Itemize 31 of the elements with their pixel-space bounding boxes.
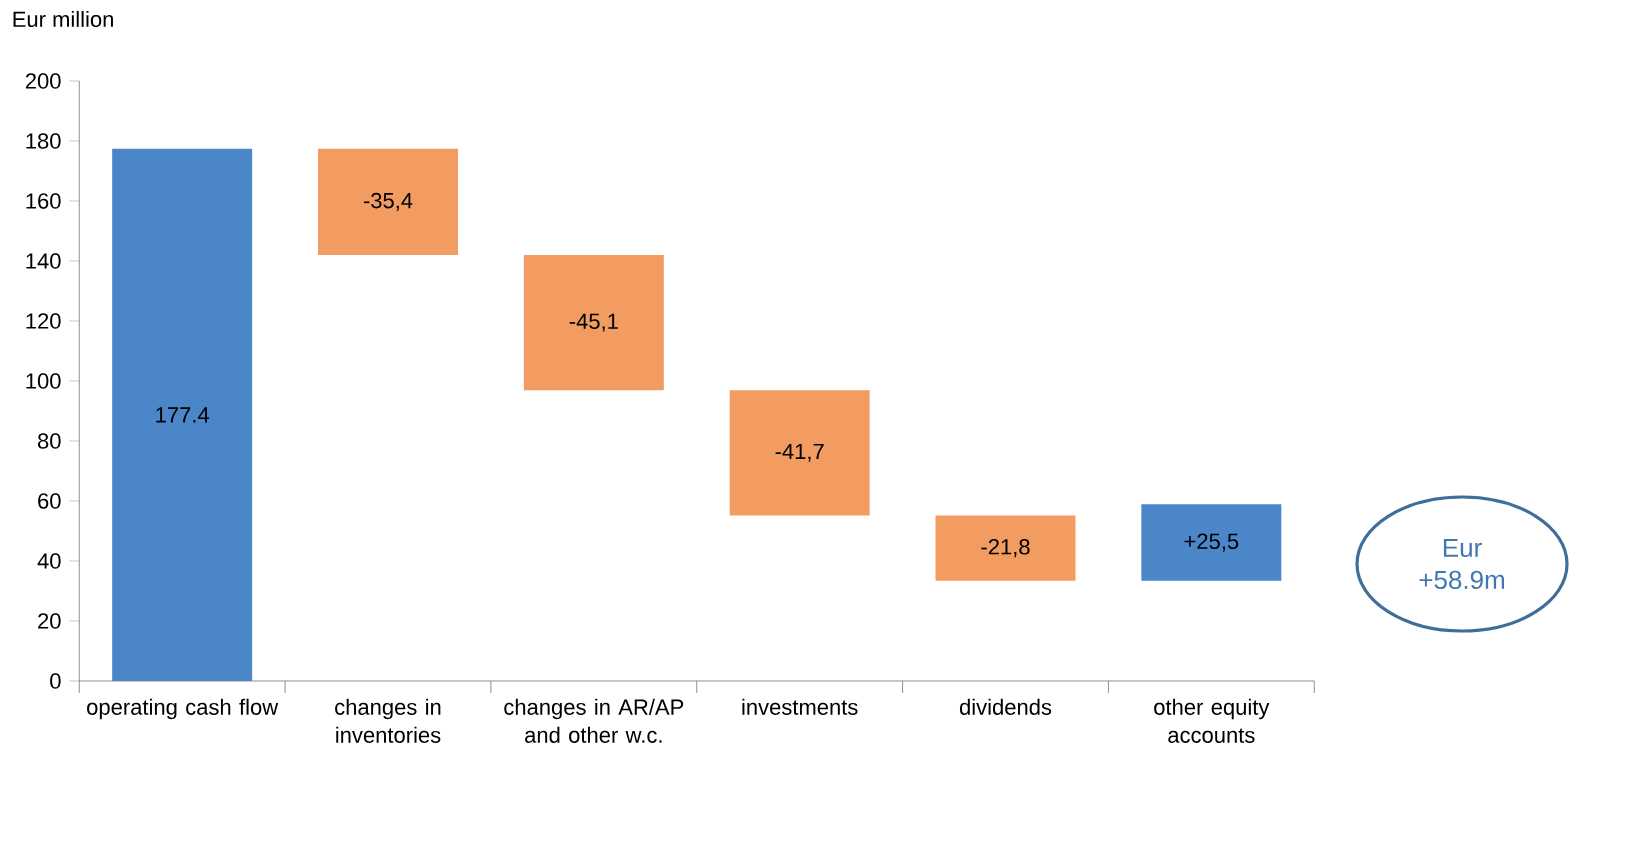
bar	[729, 390, 870, 516]
y-tick-label: 20	[38, 613, 61, 629]
x-tick-label: changes in inventories	[335, 698, 441, 743]
y-tick-label: 60	[38, 493, 61, 509]
data-label: -21,8	[981, 539, 1030, 558]
y-tick-label: 120	[26, 313, 61, 329]
data-label: -45,1	[569, 313, 618, 332]
bar	[523, 254, 664, 391]
data-label: -35,4	[363, 192, 413, 211]
y-tick-label: 80	[37, 433, 61, 449]
y-tick-label: 180	[26, 133, 61, 149]
y-axis-title: Eur million	[13, 10, 113, 28]
data-label: 177.4	[156, 407, 210, 423]
y-tick-label: 0	[50, 673, 61, 689]
bar	[318, 148, 458, 255]
x-tick-label: dividends	[959, 698, 1052, 715]
text: Eur +58.9m	[1419, 538, 1505, 590]
bar	[935, 515, 1076, 581]
y-tick-label: 100	[26, 373, 61, 389]
x-tick-label: other equity accounts	[1154, 698, 1270, 743]
y-tick-label: 140	[26, 253, 61, 269]
data-label: +25,5	[1184, 533, 1239, 552]
bar	[1141, 504, 1282, 581]
x-tick-label: operating cash flow	[87, 698, 279, 720]
x-tick-label: investments	[742, 698, 858, 715]
y-tick-label: 40	[37, 553, 61, 569]
y-tick-label: 200	[25, 73, 61, 89]
bar	[112, 148, 253, 681]
x-tick-label: changes in AR/AP and other w.c.	[504, 698, 684, 743]
data-label: -41,7	[775, 443, 824, 462]
y-tick-label: 160	[26, 193, 61, 209]
